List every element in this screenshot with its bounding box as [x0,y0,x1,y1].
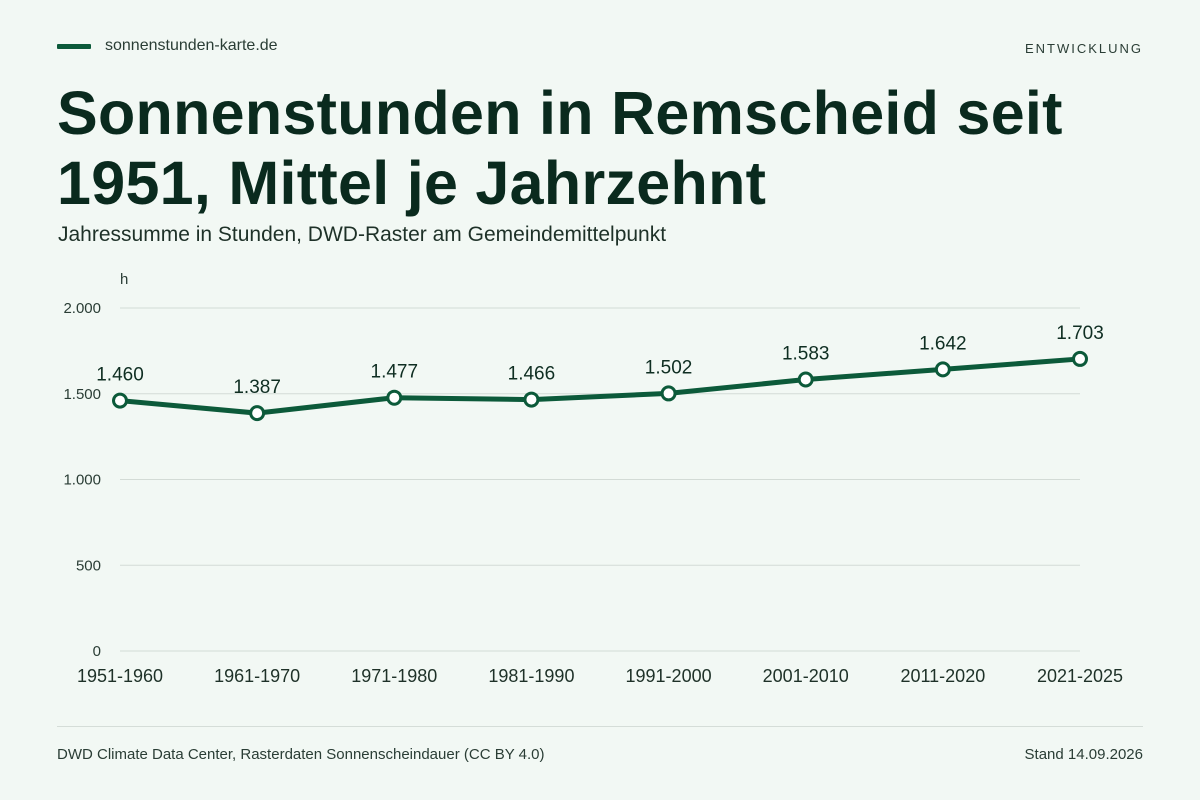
data-point [1072,350,1088,367]
data-label: 1.387 [233,377,281,398]
footer-divider [57,726,1143,727]
y-tick-label: 500 [76,557,101,574]
data-label: 1.502 [645,357,693,378]
x-tick-label: 1951-1960 [77,666,163,686]
x-tick-label: 1981-1990 [488,666,574,686]
data-label: 1.466 [508,364,556,385]
x-tick-label: 1961-1970 [214,666,300,686]
x-tick-label: 2011-2020 [900,666,985,686]
data-label: 1.703 [1056,323,1104,344]
x-tick-label: 2001-2010 [763,666,849,686]
data-label: 1.642 [919,333,967,354]
data-point [934,361,951,378]
brand[interactable]: sonnenstunden-karte.de [57,37,278,55]
data-points [112,350,1088,422]
data-label: 1.583 [782,344,830,365]
brand-name: sonnenstunden-karte.de [105,37,278,54]
y-tick-label: 1.000 [63,472,101,489]
series-line [117,356,1083,416]
data-point [797,371,814,388]
grid [120,307,1080,652]
section-tag: ENTWICKLUNG [1024,41,1143,56]
x-tick-label: 1971-1980 [351,666,437,686]
data-point [112,392,128,409]
data-date: Stand 14.09.2026 [1024,746,1143,763]
data-label: 1.460 [96,365,144,386]
y-tick-label: 1.500 [63,386,101,403]
data-label: 1.477 [371,362,419,383]
y-tick-label: 0 [93,643,101,660]
line-chart: 0 500 1.000 1.500 2.000 h 1951-1960 1961-1970… [63,271,1123,686]
data-point [249,405,266,422]
brand-mark-icon [57,43,91,49]
data-point [523,391,540,408]
y-axis-unit-label: h [120,271,128,288]
x-tick-label: 2021-2025 [1037,666,1123,686]
data-point [660,385,677,402]
chart-subtitle: Jahressumme in Stunden, DWD-Raster am Ge… [58,223,667,246]
x-axis-ticks: 1951-1960 1961-1970 1971-1980 1981-1990 1991… [77,666,1123,686]
y-axis-ticks: 0 500 1.000 1.500 2.000 [63,300,101,660]
data-labels: 1.460 1.387 1.477 1.466 1.502 1.583 1.642 1.703 [96,323,1104,398]
data-point [386,389,403,406]
x-tick-label: 1991-2000 [626,666,712,686]
data-source: DWD Climate Data Center, Rasterdaten Son… [57,746,545,763]
chart-title: Sonnenstunden in Remscheid seit 1951, Mi… [57,79,1063,217]
y-tick-label: 2.000 [63,300,101,317]
